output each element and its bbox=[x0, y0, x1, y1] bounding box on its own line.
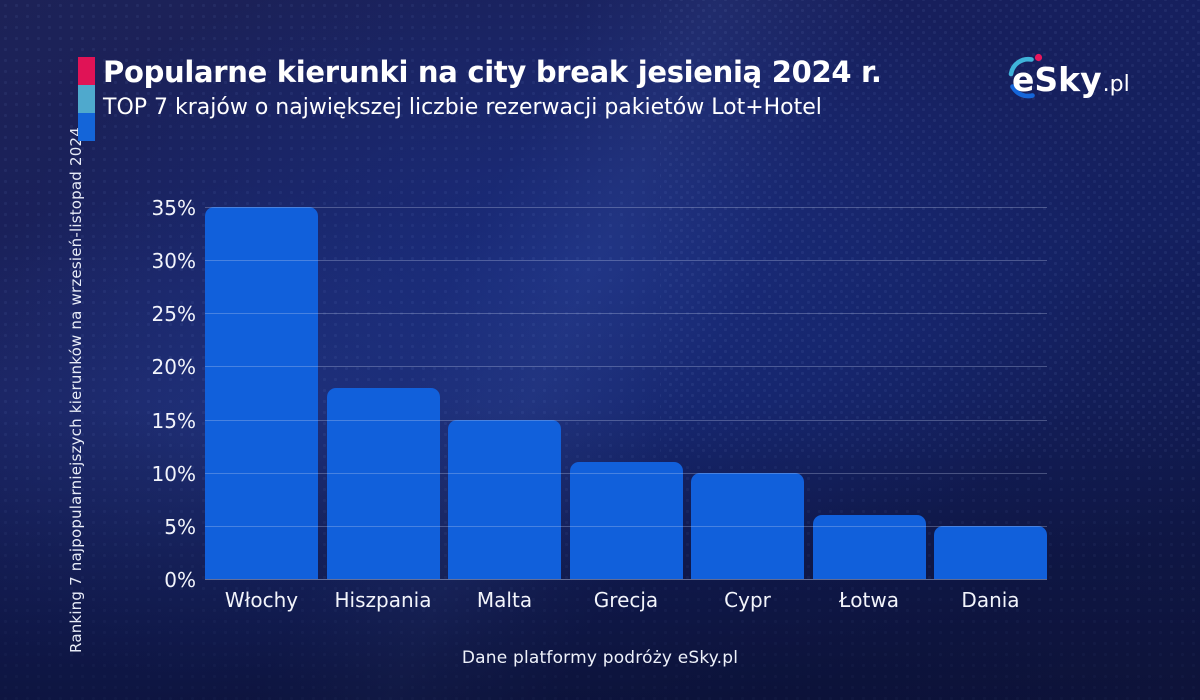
x-axis-label: Łotwa bbox=[839, 588, 899, 612]
header: Popularne kierunki na city break jesieni… bbox=[78, 55, 882, 141]
bars-container bbox=[205, 207, 1047, 579]
bar-grecja bbox=[569, 462, 683, 579]
x-axis-label: Malta bbox=[476, 588, 533, 612]
source-note: Dane platformy podróży eSky.pl bbox=[461, 648, 739, 668]
bar-dania bbox=[934, 525, 1047, 579]
y-tick-label: 30% bbox=[151, 249, 196, 274]
accent-block-blue bbox=[78, 113, 95, 141]
gridline bbox=[205, 313, 1047, 315]
y-tick-label: 25% bbox=[151, 302, 196, 327]
accent-bar bbox=[78, 57, 95, 141]
y-tick-label: 0% bbox=[164, 568, 196, 592]
logo-text: eSky.pl bbox=[1012, 60, 1130, 99]
y-axis-ticks: 0% 5% 10% 15% 20% 25% 30% 35% bbox=[118, 196, 196, 592]
gridline bbox=[205, 419, 1047, 421]
accent-block-cyan bbox=[78, 85, 95, 113]
x-axis-baseline bbox=[205, 579, 1047, 580]
esky-logo-icon: eSky.pl bbox=[1008, 53, 1130, 99]
accent-block-pink bbox=[78, 57, 95, 85]
bar-włochy bbox=[205, 207, 318, 579]
x-axis-label: Cypr bbox=[724, 588, 771, 612]
y-tick-label: 35% bbox=[151, 196, 196, 220]
gridline bbox=[205, 207, 1047, 208]
bar-hiszpania bbox=[326, 387, 440, 579]
x-axis-label: Hiszpania bbox=[334, 588, 432, 612]
x-axis-label: Włochy bbox=[224, 588, 299, 612]
plot-area bbox=[205, 207, 1047, 580]
page-subtitle: TOP 7 krajów o największej liczbie rezer… bbox=[103, 94, 822, 120]
y-tick-label: 15% bbox=[151, 408, 196, 433]
y-tick-label: 20% bbox=[151, 355, 196, 380]
header-titles: Popularne kierunki na city break jesieni… bbox=[103, 55, 882, 141]
x-axis-label: Dania bbox=[961, 588, 1020, 612]
y-tick-label: 10% bbox=[151, 461, 196, 486]
gridline bbox=[205, 260, 1047, 262]
bar-malta bbox=[448, 419, 561, 579]
x-axis-label: Grecja bbox=[593, 588, 659, 612]
x-axis-labels: Włochy Hiszpania Malta Grecja Cypr Łotwa Dania bbox=[205, 588, 1047, 612]
esky-logo: eSky.pl bbox=[1005, 45, 1143, 113]
bar-cypr bbox=[691, 472, 804, 579]
gridline bbox=[205, 472, 1047, 474]
gridline bbox=[205, 366, 1047, 368]
gridline bbox=[205, 525, 1047, 527]
bar-łotwa bbox=[812, 515, 926, 579]
y-tick-label: 5% bbox=[164, 514, 196, 539]
page-title: Popularne kierunki na city break jesieni… bbox=[103, 55, 882, 89]
